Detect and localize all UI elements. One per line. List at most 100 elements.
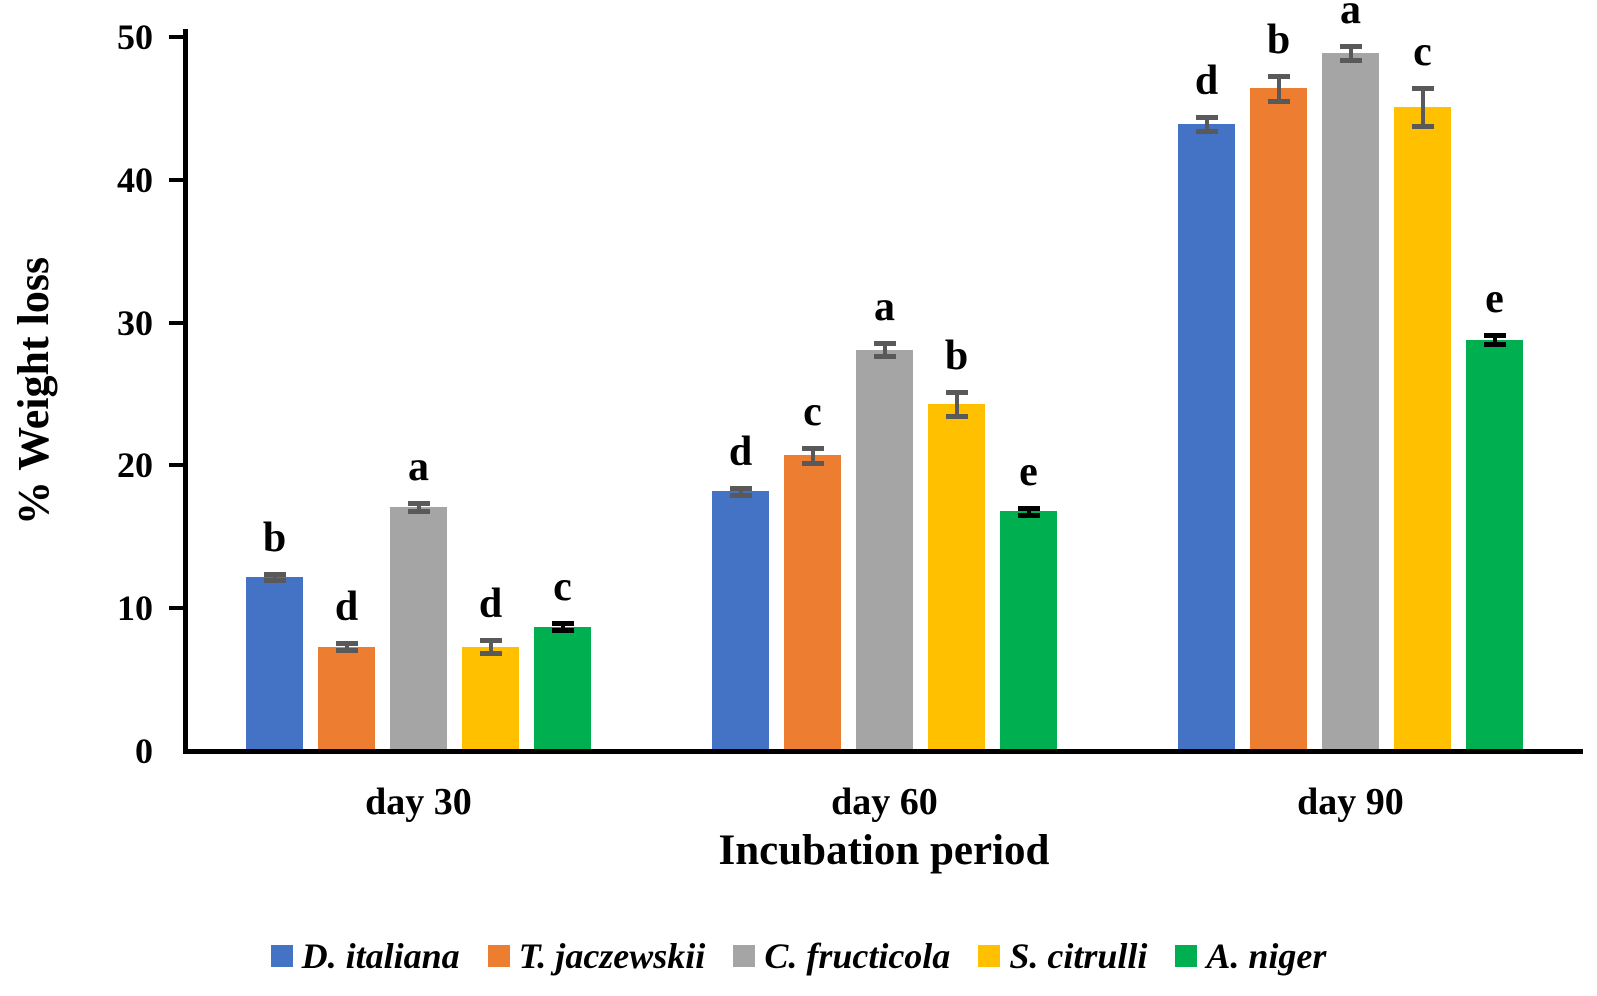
legend-item: T. jaczewskii: [487, 936, 706, 976]
error-bar: [416, 502, 421, 512]
legend-item: A. niger: [1175, 938, 1326, 974]
error-bar-cap: [479, 651, 502, 657]
error-bar-cap: [801, 446, 824, 452]
error-bar-cap: [1017, 512, 1040, 518]
legend-label: T. jaczewskii: [518, 936, 706, 976]
bar: [1394, 106, 1451, 749]
error-bar: [1276, 75, 1281, 102]
x-category-label: day 60: [831, 781, 938, 823]
y-tick: [169, 320, 185, 325]
bar: [462, 646, 519, 749]
significance-letter: e: [1019, 448, 1038, 495]
error-bar-cap: [263, 571, 286, 577]
error-bar-cap: [551, 628, 574, 634]
significance-letter: a: [1340, 0, 1361, 33]
error-bar: [1348, 45, 1353, 60]
error-bar: [1204, 116, 1209, 132]
bar: [928, 403, 985, 749]
y-tick-label: 50: [117, 17, 153, 57]
legend-swatch: [487, 945, 510, 967]
significance-letter: c: [553, 564, 572, 611]
error-bar-cap: [1195, 129, 1218, 135]
error-bar-cap: [729, 492, 752, 498]
y-axis-line: [183, 29, 188, 753]
error-bar: [1420, 87, 1425, 127]
error-bar-cap: [1411, 124, 1434, 130]
legend-item: S. citrulli: [978, 938, 1147, 974]
bar: [534, 626, 591, 749]
error-bar-cap: [1267, 99, 1290, 105]
significance-letter: b: [944, 332, 969, 379]
legend-label: D. italiana: [301, 936, 460, 976]
error-bar-cap: [335, 641, 358, 647]
y-axis-title: % Weight loss: [9, 256, 58, 525]
x-axis-line: [183, 749, 1583, 754]
y-tick-label: 40: [117, 159, 153, 200]
error-bar-cap: [551, 621, 574, 627]
y-tick: [169, 177, 185, 182]
error-bar-cap: [873, 341, 896, 347]
significance-letter: d: [728, 428, 753, 475]
significance-letter: d: [478, 581, 503, 628]
bar: [1178, 124, 1235, 749]
bar: [390, 506, 447, 749]
bar: [784, 455, 841, 749]
error-bar-cap: [1339, 43, 1362, 49]
bar: [1322, 52, 1379, 749]
x-category-label: day 90: [1297, 781, 1404, 823]
x-category-label: day 30: [365, 781, 472, 823]
significance-letter: c: [803, 389, 822, 436]
y-tick-label: 0: [135, 731, 153, 771]
error-bar: [488, 640, 493, 654]
significance-letter: c: [1413, 28, 1432, 75]
error-bar-cap: [945, 389, 968, 395]
error-bar: [738, 487, 743, 495]
x-axis-title: Incubation period: [718, 827, 1050, 874]
error-bar: [954, 391, 959, 417]
bar: [1466, 339, 1523, 749]
significance-letter: d: [1194, 57, 1219, 104]
y-tick: [169, 606, 185, 611]
error-bar: [1492, 335, 1497, 344]
significance-letter: e: [1485, 276, 1504, 323]
y-tick: [169, 35, 185, 39]
legend-label: S. citrulli: [1009, 936, 1148, 976]
legend-swatch: [978, 945, 1001, 967]
error-bar-cap: [407, 500, 430, 506]
error-bar: [1026, 507, 1031, 515]
significance-letter: d: [334, 584, 359, 631]
error-bar-cap: [729, 485, 752, 491]
bar: [246, 576, 303, 749]
legend-swatch: [1175, 945, 1198, 967]
legend-item: C. fructicola: [733, 938, 950, 974]
bar: [856, 349, 913, 749]
error-bar-cap: [1267, 73, 1290, 79]
legend: D. italiana T. jaczewskii C. fructicola S. …: [0, 938, 1597, 974]
legend-label: A. niger: [1206, 936, 1327, 976]
error-bar-cap: [1339, 57, 1362, 63]
y-tick-label: 30: [117, 302, 153, 343]
y-tick-label: 10: [117, 588, 153, 629]
significance-letter: b: [1266, 16, 1291, 63]
error-bar: [272, 573, 277, 580]
error-bar-cap: [801, 460, 824, 466]
error-bar-cap: [335, 648, 358, 654]
error-bar-cap: [945, 414, 968, 420]
error-bar-cap: [873, 354, 896, 360]
significance-letter: b: [262, 514, 287, 561]
bar: [1000, 511, 1057, 749]
bar: [712, 491, 769, 749]
bar: [1250, 88, 1307, 749]
significance-letter: a: [408, 443, 429, 490]
error-bar: [882, 343, 887, 357]
error-bar-cap: [407, 509, 430, 515]
error-bar-cap: [479, 638, 502, 644]
error-bar-cap: [1483, 333, 1506, 339]
error-bar-cap: [1483, 342, 1506, 348]
y-tick: [169, 463, 185, 468]
significance-letter: a: [874, 284, 895, 331]
error-bar-cap: [1411, 85, 1434, 91]
error-bar: [560, 623, 565, 631]
error-bar-cap: [263, 577, 286, 583]
